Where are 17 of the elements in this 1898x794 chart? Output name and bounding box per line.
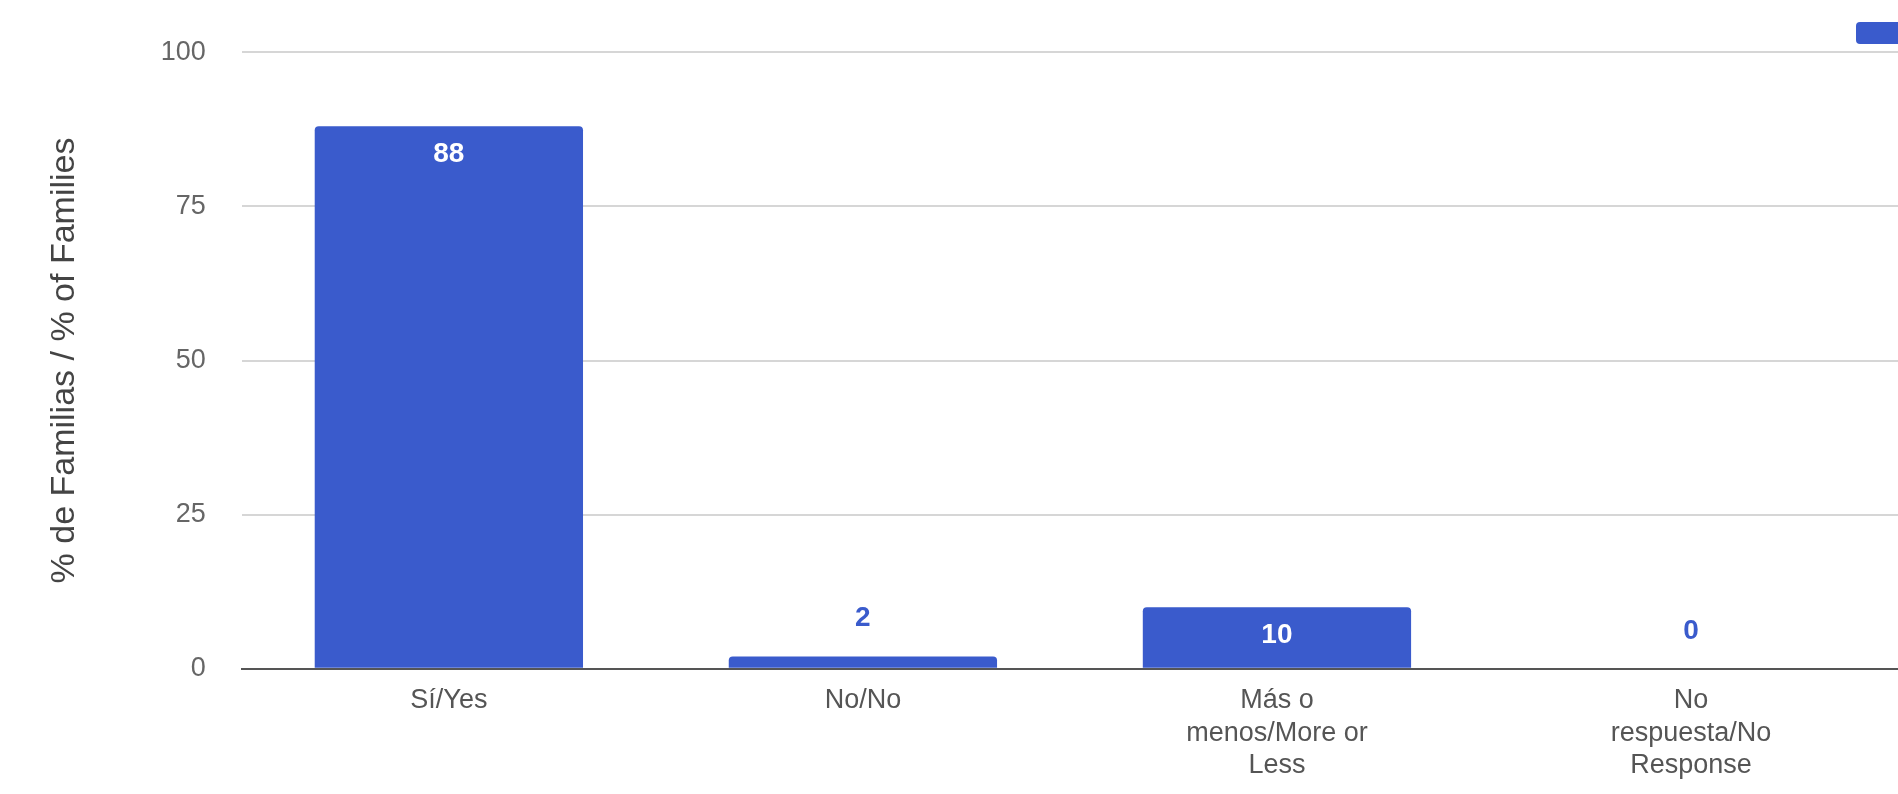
y-tick-label: 100 <box>160 35 206 66</box>
data-label: 0 <box>1683 613 1699 645</box>
y-tick-label: 75 <box>175 189 206 220</box>
y-tick-label: 0 <box>190 652 206 683</box>
bar <box>1142 607 1412 668</box>
bar <box>728 656 998 668</box>
x-tick-label: No/No <box>824 684 902 715</box>
bar <box>314 126 584 668</box>
data-label: 2 <box>855 601 871 633</box>
x-tick-label: Sí/Yes <box>410 684 488 715</box>
y-tick-label: 25 <box>175 498 206 529</box>
x-tick-label: Más o menos/More or Less <box>1186 684 1368 780</box>
data-label: 10 <box>1261 617 1293 649</box>
y-tick-label: 50 <box>175 343 206 374</box>
y-axis-title: % de Familias / % of Families <box>42 137 81 584</box>
x-tick-label: No respuesta/No Response <box>1610 684 1772 780</box>
data-label: 88 <box>433 136 465 168</box>
